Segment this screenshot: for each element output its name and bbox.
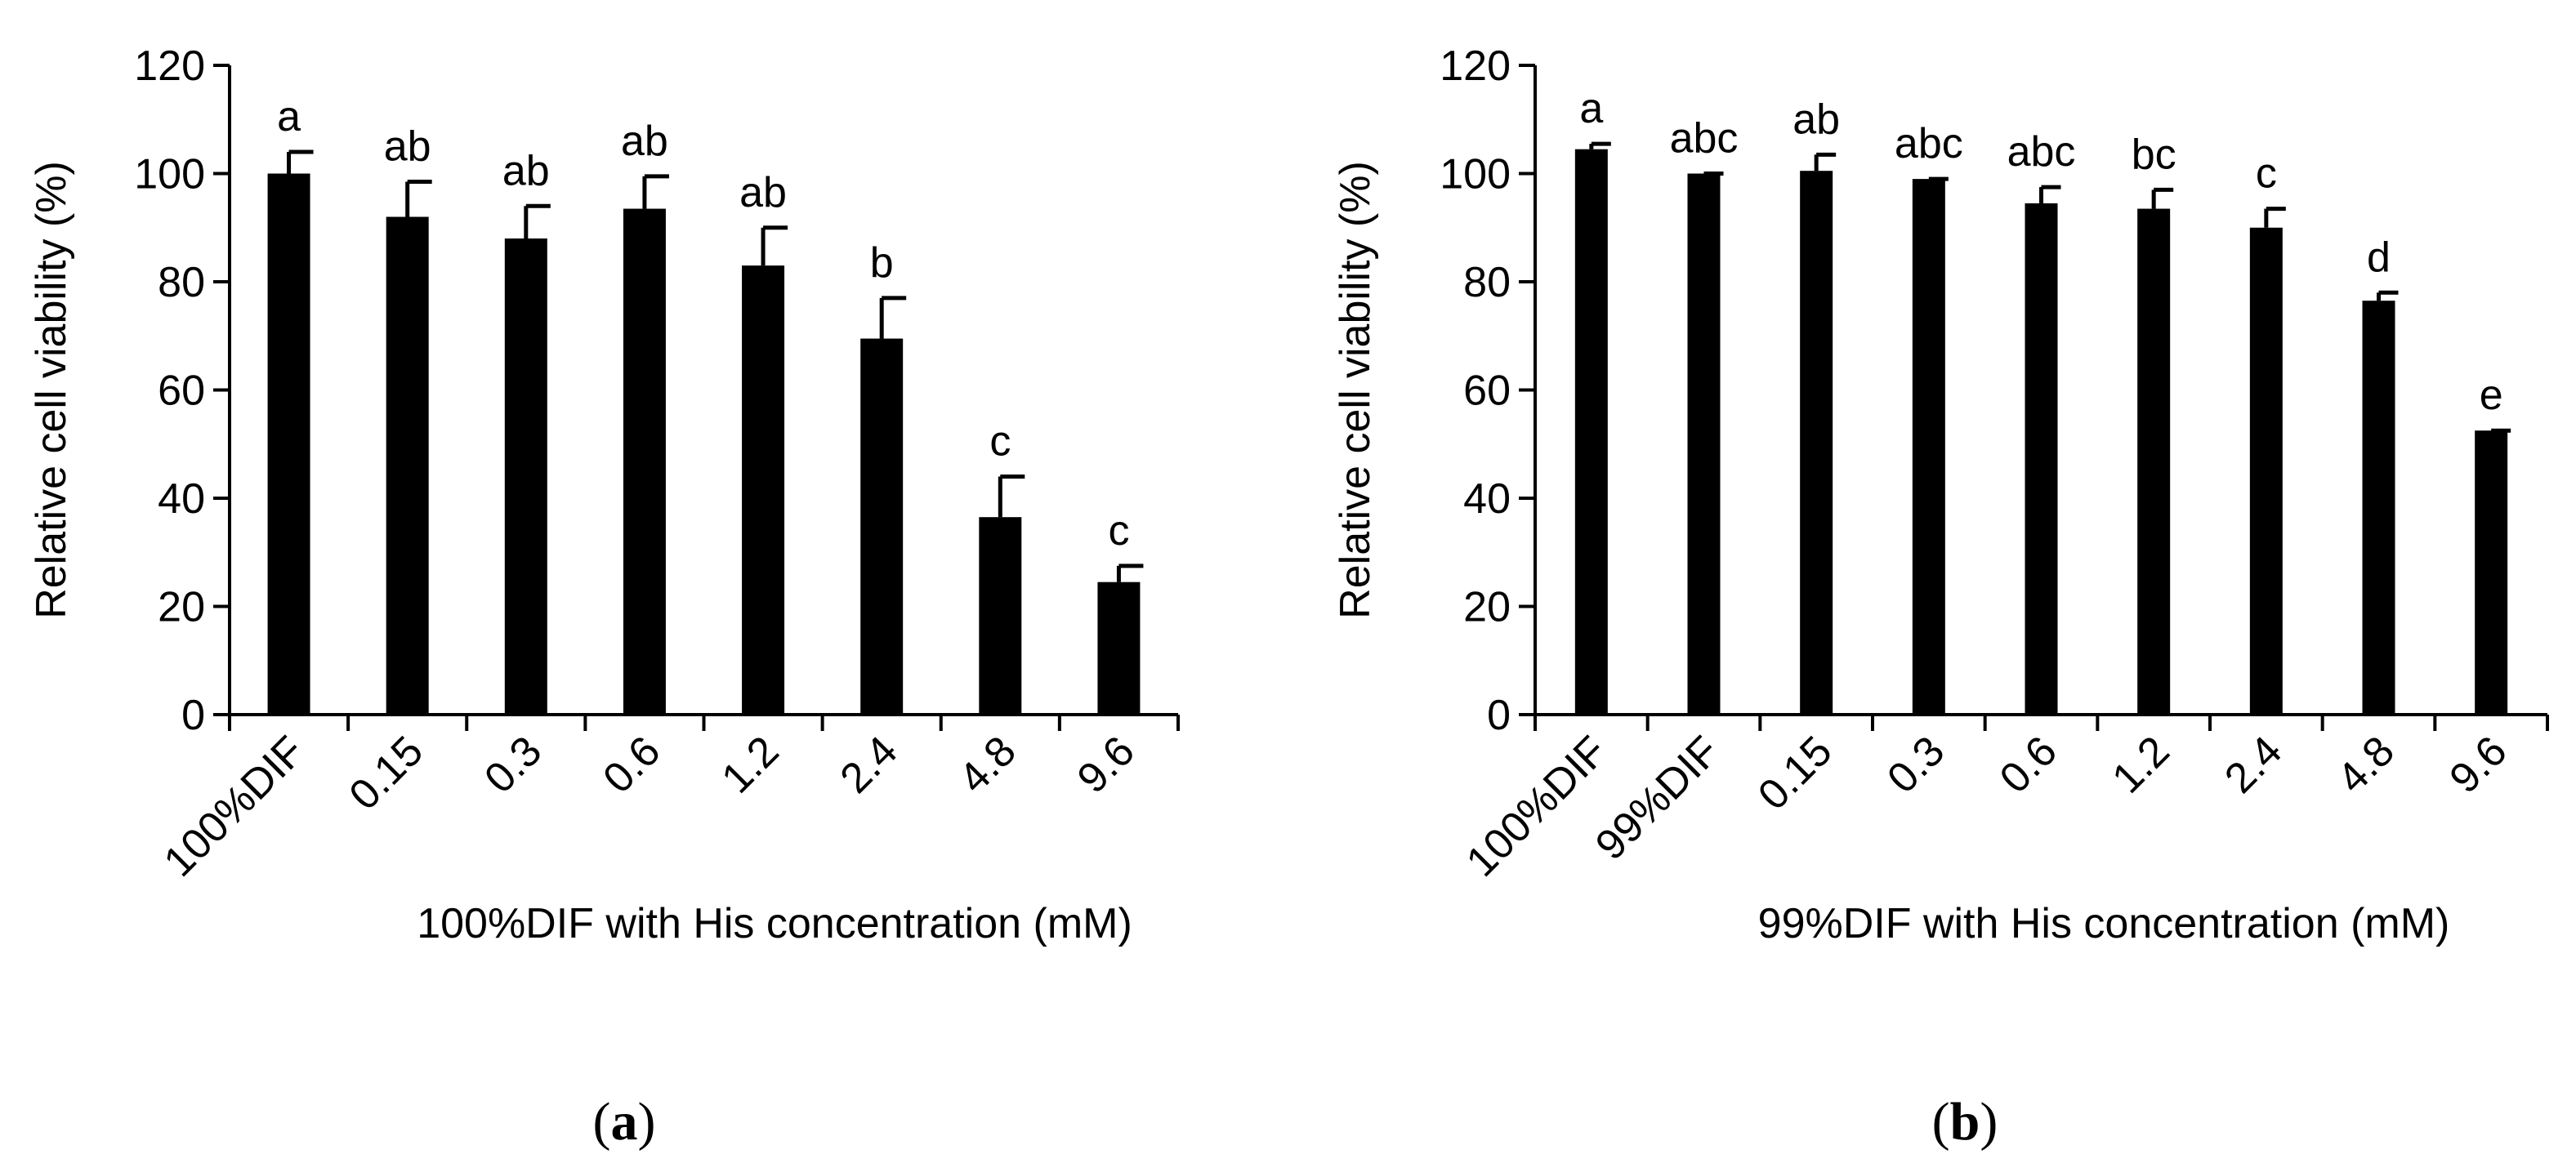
y-axis-title: Relative cell viability (%) [28,161,75,619]
y-tick-label: 0 [1487,692,1511,739]
x-tick-label: 0.6 [1991,727,2066,802]
significance-label: c [1108,507,1129,555]
bar [504,238,547,715]
significance-label: b [870,239,894,287]
significance-label: a [1579,85,1603,132]
x-tick-label: 100%DIF [155,727,314,885]
bar [386,216,429,715]
panel-label-close: ) [1980,1092,1998,1152]
panel-label-open: ( [593,1092,611,1152]
bar [1097,582,1141,715]
bar [2249,227,2283,715]
panel-label-close: ) [638,1092,656,1152]
x-tick-label: 9.6 [1069,727,1144,802]
y-tick-label: 80 [1463,259,1511,306]
panel-label-open: ( [1932,1092,1950,1152]
panel-label: (a) [593,1092,656,1152]
significance-label: c [2256,150,2277,198]
y-axis-title: Relative cell viability (%) [1332,161,1379,619]
x-tick-label: 0.3 [475,727,551,802]
significance-label: e [2480,372,2503,419]
x-tick-label: 0.3 [1878,727,1953,802]
panel-label-letter: b [1950,1092,1980,1152]
y-tick-label: 120 [1440,42,1511,90]
bar [1912,179,1945,715]
bar [860,338,904,715]
x-tick-label: 4.8 [2328,727,2404,802]
x-tick-label: 1.2 [712,727,788,802]
bar [267,173,310,715]
bar [2475,430,2508,715]
significance-label: ab [621,118,668,165]
bar [2362,301,2395,715]
x-tick-label: 0.15 [341,727,433,819]
y-tick-label: 20 [1463,584,1511,631]
y-tick-label: 20 [158,584,205,631]
y-tick-label: 60 [158,368,205,415]
y-tick-label: 100 [134,151,205,198]
x-tick-label: 1.2 [2104,727,2179,802]
significance-label: d [2367,234,2391,281]
y-tick-label: 40 [1463,475,1511,523]
x-tick-label: 2.4 [2216,727,2291,802]
significance-label: bc [2132,131,2176,178]
panel-b-chart: 0 20 40 60 80 100 120 a 100%DIF abc 99%DIF ab 0.15 ab… [1332,42,2549,1152]
y-tick-label: 100 [1440,151,1511,198]
bar [1800,171,1833,715]
significance-label: abc [2007,128,2076,176]
panel-label-letter: a [611,1092,638,1152]
significance-label: ab [1792,96,1840,143]
y-tick-label: 40 [158,475,205,523]
significance-label: abc [1670,115,1739,163]
y-tick-label: 120 [134,42,205,90]
bar [2137,208,2171,715]
x-tick-label: 0.6 [594,727,669,802]
significance-label: c [989,418,1011,466]
bar [623,208,666,715]
significance-label: a [277,93,301,140]
bar [979,517,1022,715]
x-tick-label: 0.15 [1749,727,1842,819]
y-tick-label: 80 [158,259,205,306]
bar [1687,173,1721,715]
significance-label: ab [502,147,550,194]
bar [742,265,785,715]
x-tick-label: 99%DIF [1587,727,1729,869]
x-tick-label: 9.6 [2441,727,2516,802]
bar [1574,149,1608,715]
bar [2025,203,2058,715]
significance-label: abc [1895,120,1963,167]
significance-label: ab [384,123,431,170]
x-tick-label: 4.8 [950,727,1025,802]
y-tick-label: 0 [181,692,205,739]
panel-label: (b) [1932,1092,1998,1152]
x-axis-title: 100%DIF with His concentration (mM) [417,900,1132,947]
x-tick-label: 100%DIF [1458,727,1616,885]
x-axis-title: 99%DIF with His concentration (mM) [1758,900,2450,947]
significance-label: ab [739,169,787,216]
panel-a-chart: 020406080100120a100%DIFab0.15ab0.3ab0.6a… [28,42,1180,1152]
x-tick-label: 2.4 [832,727,907,802]
y-tick-label: 60 [1463,368,1511,415]
